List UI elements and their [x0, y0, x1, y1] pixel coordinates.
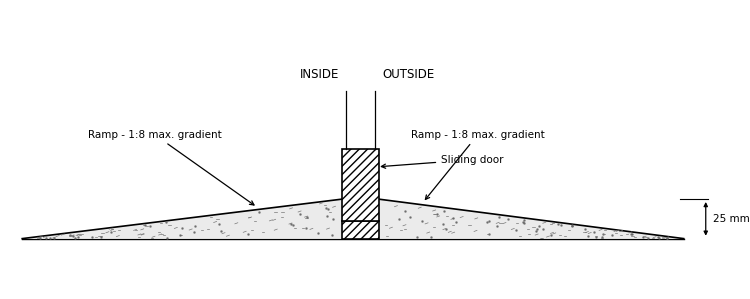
Polygon shape	[22, 199, 342, 239]
Polygon shape	[379, 199, 684, 239]
Polygon shape	[342, 221, 379, 239]
Text: Sliding door: Sliding door	[381, 155, 504, 168]
Text: INSIDE: INSIDE	[300, 68, 340, 81]
Text: 25 mm max.: 25 mm max.	[713, 214, 750, 224]
Text: Ramp - 1:8 max. gradient: Ramp - 1:8 max. gradient	[411, 129, 544, 199]
Polygon shape	[342, 149, 379, 221]
Text: Ramp - 1:8 max. gradient: Ramp - 1:8 max. gradient	[88, 129, 254, 205]
Text: OUTSIDE: OUTSIDE	[382, 68, 434, 81]
